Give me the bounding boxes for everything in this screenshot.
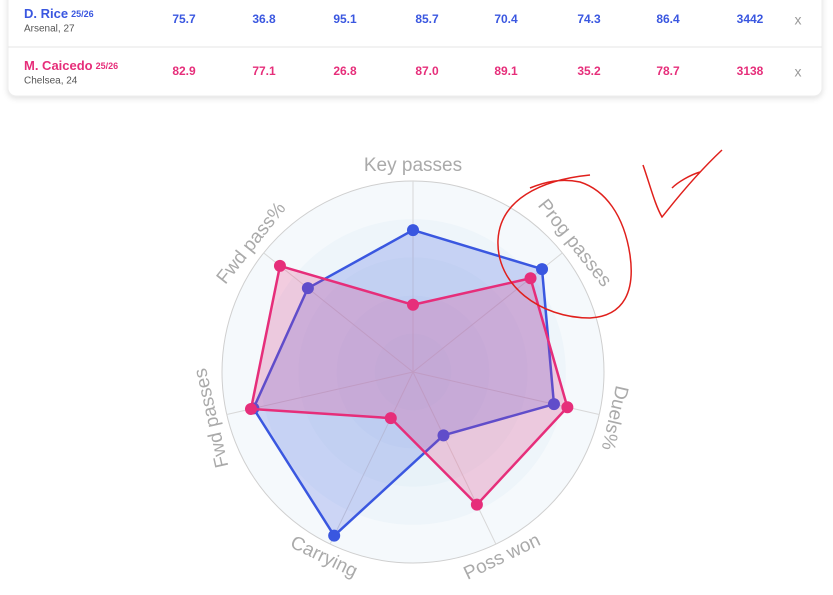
- stat-value: 74.3: [577, 12, 601, 26]
- remove-button[interactable]: x: [795, 64, 802, 80]
- stat-value: 35.2: [577, 64, 601, 78]
- stat-value: 75.7: [172, 12, 196, 26]
- data-point: [273, 259, 286, 272]
- stat-value: 86.4: [656, 12, 680, 26]
- player-name-text: M. Caicedo: [24, 58, 93, 73]
- stat-value: 70.4: [494, 12, 518, 26]
- data-point: [437, 429, 450, 442]
- club-age: Chelsea, 24: [24, 76, 78, 87]
- axis-label: Key passes: [364, 155, 462, 176]
- data-point: [407, 298, 419, 311]
- player-name: D. Rice 25/26: [24, 6, 94, 21]
- stat-value: 89.1: [494, 64, 518, 78]
- club-age: Arsenal, 27: [24, 24, 75, 35]
- data-point: [536, 263, 549, 276]
- hand-circle: [497, 174, 632, 319]
- hand-check: [642, 149, 723, 219]
- remove-button[interactable]: x: [795, 12, 802, 28]
- data-point: [301, 282, 314, 295]
- data-point: [407, 224, 419, 237]
- table-card: [7, 0, 823, 97]
- data-point: [561, 401, 574, 414]
- data-point: [524, 272, 537, 285]
- stat-value: 95.1: [333, 12, 357, 26]
- data-point: [547, 398, 560, 411]
- stat-value: 82.9: [172, 64, 196, 78]
- season: 25/26: [96, 61, 119, 71]
- spoke: [412, 371, 497, 545]
- annotation: [497, 149, 723, 319]
- stat-value: 77.1: [252, 64, 276, 78]
- series-area: [252, 228, 556, 537]
- stat-value: 26.8: [333, 64, 357, 78]
- series-area: [249, 264, 569, 506]
- player-name-text: D. Rice: [24, 6, 68, 21]
- season: 25/26: [71, 9, 94, 19]
- spoke: [263, 252, 414, 373]
- stat-value: 3442: [737, 12, 764, 26]
- player-name: M. Caicedo 25/26: [24, 58, 118, 73]
- stat-value: 87.0: [415, 64, 439, 78]
- data-point: [470, 498, 483, 511]
- stat-value: 3138: [737, 64, 764, 78]
- data-point: [244, 402, 257, 415]
- data-point: [384, 412, 397, 425]
- spoke: [329, 371, 414, 545]
- stat-value: 85.7: [415, 12, 439, 26]
- stat-value: 78.7: [656, 64, 680, 78]
- stat-value: 36.8: [252, 12, 276, 26]
- data-point: [328, 529, 341, 542]
